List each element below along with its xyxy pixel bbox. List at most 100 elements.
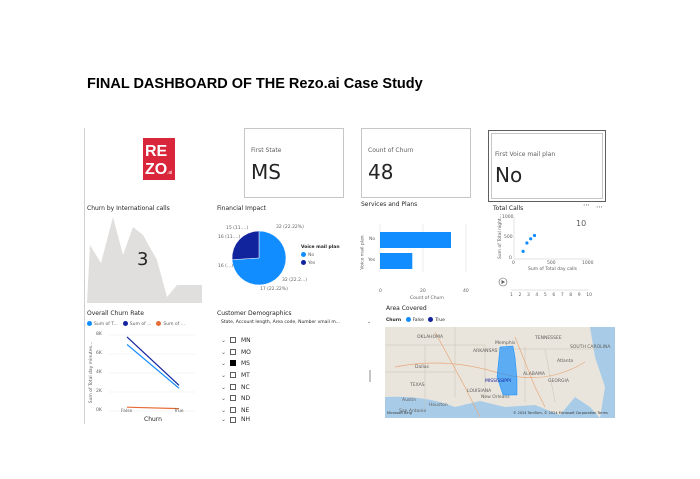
pie-legend-title: Voice mail plan (301, 245, 340, 250)
card-voice-mail[interactable]: First Voice mail plan No (488, 130, 606, 202)
card-value: 48 (368, 160, 394, 184)
intl-calls-area-chart[interactable]: 3 (87, 215, 202, 305)
slicer-scrollbar[interactable] (369, 370, 371, 382)
checkbox[interactable] (230, 337, 236, 343)
chevron-down-icon[interactable]: ⌄ (221, 336, 227, 344)
slicer-item[interactable]: ⌄ NE (221, 406, 250, 414)
services-cat-label: No (369, 237, 376, 242)
line-legend-item[interactable]: Sum of ... (163, 322, 185, 327)
series-line[interactable] (126, 344, 180, 389)
card-value: MS (251, 160, 281, 184)
map-place: New Orleans (481, 395, 510, 400)
series-line[interactable] (126, 336, 180, 386)
services-xtick: 40 (463, 289, 469, 294)
demographics-dropdown[interactable]: State, Account length, Area code, Number… (221, 320, 371, 325)
services-xlabel: Count of Churn (410, 296, 445, 301)
checkbox[interactable] (230, 360, 236, 366)
card-value: No (495, 163, 523, 187)
bar-marks (380, 232, 451, 269)
scatter-ylabel: Sum of Total night... (498, 213, 504, 260)
line-xtick: False (121, 409, 133, 414)
chevron-down-icon[interactable]: ⌄ (221, 383, 227, 391)
line-legend-item[interactable]: Sum of ... (129, 322, 152, 327)
chevron-down-icon[interactable]: ⌄ (221, 359, 227, 367)
slicer-item[interactable]: ⌄ MO (221, 348, 251, 356)
svg-text:RE: RE (145, 143, 168, 160)
map-place: ALABAMA (523, 372, 545, 377)
slicer-item[interactable]: ⌄ NH (221, 416, 250, 423)
checkbox[interactable] (230, 384, 236, 390)
card-first-state: First State MS (244, 128, 344, 198)
services-bar-chart[interactable]: No Yes 0 20 40 Count of Churn Voice mail… (358, 210, 478, 305)
pie-legend-item[interactable]: No (308, 253, 315, 258)
pie-slice[interactable] (231, 230, 260, 260)
scatter-point[interactable] (532, 233, 537, 238)
more-options-icon[interactable]: ⋯ (583, 201, 590, 209)
map-place: Houston (429, 403, 448, 408)
map-place: GEORGIA (548, 379, 569, 384)
checkbox[interactable] (230, 372, 236, 378)
bar[interactable] (380, 232, 451, 248)
slicer-item[interactable]: ⌄ MS (221, 359, 250, 367)
map-place: Atlanta (557, 359, 574, 364)
checkbox[interactable] (230, 407, 236, 413)
pie-label: 15 (11....) (226, 226, 249, 231)
line-xlabel: Churn (144, 416, 162, 423)
play-tick: 10 (586, 293, 592, 298)
pie-label: 16 (11....) (218, 235, 241, 240)
line-ytick: 8K (96, 332, 102, 337)
line-legend-item[interactable]: Sum of T... (94, 322, 118, 327)
play-tick: 4 (535, 293, 539, 298)
chevron-down-icon[interactable]: ⌄ (221, 348, 227, 356)
checkbox[interactable] (230, 416, 236, 423)
legend-dot-icon (122, 321, 128, 326)
chevron-down-icon[interactable]: ⌄ (221, 406, 227, 414)
card-count-churn: Count of Churn 48 (361, 128, 471, 198)
legend-dot-icon (156, 321, 162, 326)
scatter-point[interactable] (529, 237, 533, 241)
chevron-down-icon[interactable]: ⌄ (221, 371, 227, 379)
play-tick: 8 (569, 293, 573, 298)
slicer-item[interactable]: ⌄ NC (221, 383, 250, 391)
bar[interactable] (380, 253, 413, 269)
financial-pie-chart[interactable]: 15 (11....) 16 (11....) 16 (...) 32 (22.… (212, 215, 362, 300)
checkbox[interactable] (230, 395, 236, 401)
slicer-item[interactable]: ⌄ ND (221, 394, 251, 402)
pie-legend: Voice mail plan No Yes (301, 245, 340, 266)
map-legend-item[interactable]: True (435, 318, 445, 323)
line-ytick: 2K (96, 389, 102, 394)
map-legend-item[interactable]: False (412, 318, 424, 323)
play-tick: 5 (543, 293, 547, 298)
financial-title: Financial Impact (217, 205, 266, 212)
slicer-item[interactable]: ⌄ MN (221, 336, 251, 344)
area-map[interactable]: OKLAHOMA Memphis ARKANSAS TENNESSEE SOUT… (385, 327, 615, 418)
checkbox[interactable] (230, 349, 236, 355)
map-place: SOUTH CAROLINA (570, 345, 611, 350)
play-axis-ticks[interactable]: 1 2 3 4 5 6 7 8 9 10 (510, 293, 592, 298)
more-options-icon[interactable]: ⋯ (596, 203, 603, 211)
map-place: Austin (402, 398, 417, 403)
svg-text:ZO: ZO (145, 161, 167, 178)
series-line[interactable] (126, 406, 180, 410)
scatter-point[interactable] (525, 241, 529, 245)
legend-dot-icon (87, 321, 92, 326)
map-place: San Antonio (399, 409, 427, 414)
pie-legend-item[interactable]: Yes (308, 261, 316, 266)
scatter-point[interactable] (521, 249, 525, 253)
card-title: Count of Churn (368, 147, 414, 154)
map-place: TENNESSEE (535, 336, 562, 341)
churn-rate-line-chart[interactable]: 8K 6K 4K 2K 0K False True Churn Sum of T… (87, 330, 202, 425)
map-legend: Churn False True (386, 317, 445, 323)
total-calls-scatter[interactable]: 1000 500 0 0 500 1000 Sum of Total day c… (490, 212, 600, 304)
card-title: First State (251, 147, 282, 154)
line-xtick: True (174, 409, 184, 414)
chevron-down-icon[interactable]: ⌄ (221, 394, 227, 402)
chevron-down-icon[interactable]: ⌄ (221, 416, 227, 423)
scatter-marks (521, 233, 537, 253)
map-place: ARKANSAS (473, 349, 498, 354)
churn-rate-title: Overall Churn Rate (87, 310, 144, 317)
play-tick: 9 (577, 293, 581, 298)
slicer-item[interactable]: ⌄ MT (221, 371, 250, 379)
map-place: Memphis (495, 341, 516, 346)
rezo-logo: RE ZO .ai (143, 138, 175, 180)
